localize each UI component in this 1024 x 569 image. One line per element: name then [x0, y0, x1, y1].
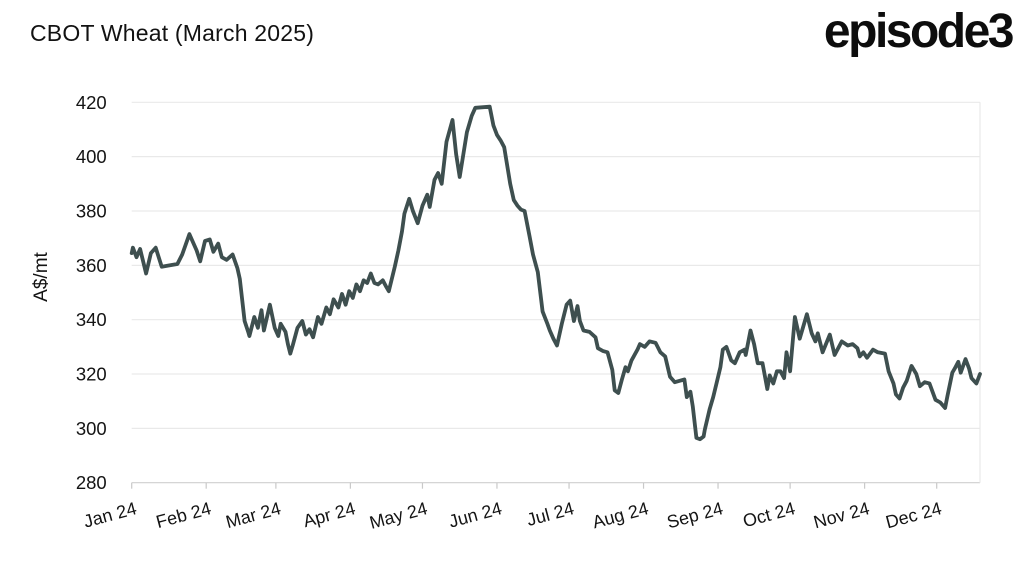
chart-title: CBOT Wheat (March 2025) [30, 20, 315, 46]
x-tick-label: Dec 24 [883, 498, 943, 532]
x-tick-label: Oct 24 [741, 498, 797, 531]
y-tick-label: 300 [76, 418, 107, 439]
x-tick-label: Aug 24 [590, 498, 650, 532]
y-axis-title: A$/mt [31, 251, 52, 301]
y-tick-label: 320 [76, 364, 107, 385]
x-tick-label: Nov 24 [811, 498, 871, 532]
y-tick-label: 360 [76, 255, 107, 276]
y-tick-label: 280 [76, 472, 107, 493]
y-tick-label: 340 [76, 309, 107, 330]
episode3-logo: episode3 [823, 5, 1015, 58]
y-tick-label: 420 [76, 92, 107, 113]
x-tick-label: May 24 [367, 498, 429, 533]
x-tick-label: Jun 24 [447, 498, 504, 531]
price-line [129, 104, 982, 442]
y-tick-label: 400 [76, 146, 107, 167]
x-tick-label: Apr 24 [301, 498, 357, 531]
x-tick-label: Mar 24 [224, 498, 283, 532]
x-tick-label: Jul 24 [524, 498, 576, 530]
x-tick-label: Sep 24 [665, 498, 725, 532]
y-tick-label: 380 [76, 201, 107, 222]
x-tick-label: Feb 24 [154, 498, 213, 532]
x-tick-label: Jan 24 [81, 498, 138, 531]
